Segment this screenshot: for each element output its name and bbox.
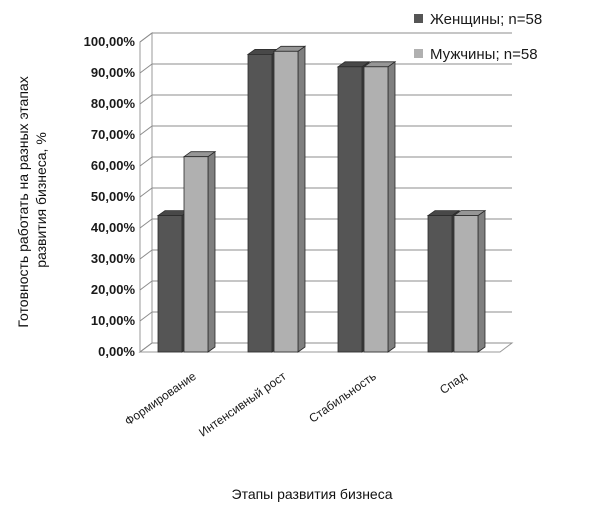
gridline-side: [139, 249, 153, 260]
bar-side: [477, 209, 486, 353]
bar-front: [247, 54, 273, 353]
legend-swatch-women: [414, 14, 423, 23]
y-tick-label: 90,00%: [91, 65, 136, 80]
bar-side: [297, 45, 306, 353]
legend: Женщины; n=58 Мужчины; n=58: [414, 11, 542, 63]
bar-front: [363, 66, 389, 353]
x-axis-title: Этапы развития бизнеса: [232, 486, 393, 502]
x-tick-label: Спад: [437, 369, 469, 397]
y-tick-label: 80,00%: [91, 96, 136, 111]
gridline-side: [139, 311, 153, 322]
x-tick-label: Стабильность: [306, 369, 378, 426]
bars: [156, 45, 487, 353]
bar-front: [273, 50, 299, 353]
y-tick-label: 30,00%: [91, 251, 136, 266]
y-tick-label: 40,00%: [91, 220, 136, 235]
bar: [452, 209, 487, 353]
y-tick-label: 60,00%: [91, 158, 136, 173]
legend-label-women: Женщины; n=58: [430, 11, 542, 28]
bar: [272, 45, 307, 353]
gridline-side: [139, 63, 153, 74]
legend-label-men: Мужчины; n=58: [430, 46, 538, 63]
gridline-side: [139, 218, 153, 229]
gridline-side: [139, 280, 153, 291]
y-tick-label: 10,00%: [91, 313, 136, 328]
y-axis-title-line-1: Готовность работать на разных этапах: [15, 76, 31, 327]
gridline-side: [139, 187, 153, 198]
bar-front: [427, 215, 453, 353]
gridline-side: [139, 94, 153, 105]
bar-front: [453, 215, 479, 353]
gridline-side: [139, 32, 153, 43]
legend-swatch-men: [414, 49, 423, 58]
bar: [182, 150, 217, 353]
bar-front: [337, 66, 363, 353]
gridline-side: [139, 156, 153, 167]
y-tick-label: 0,00%: [98, 344, 135, 359]
y-tick-label: 100,00%: [84, 34, 136, 49]
y-axis-title: Готовность работать на разных этапах раз…: [15, 72, 49, 327]
bar-front: [183, 156, 209, 353]
bar-side: [387, 61, 396, 353]
x-tick-label: Интенсивный рост: [196, 369, 289, 440]
gridline-side: [139, 125, 153, 136]
y-axis-ticks: 0,00% 10,00% 20,00% 30,00% 40,00% 50,00% 60,00…: [84, 34, 136, 359]
x-tick-label: Формирование: [122, 369, 199, 429]
y-tick-label: 50,00%: [91, 189, 136, 204]
bar: [362, 61, 397, 353]
y-axis-title-line-2: развития бизнеса, %: [33, 132, 49, 268]
y-tick-label: 70,00%: [91, 127, 136, 142]
y-tick-label: 20,00%: [91, 282, 136, 297]
bar-front: [157, 215, 183, 353]
bar-side: [207, 150, 216, 353]
gridline-side: [139, 342, 153, 353]
